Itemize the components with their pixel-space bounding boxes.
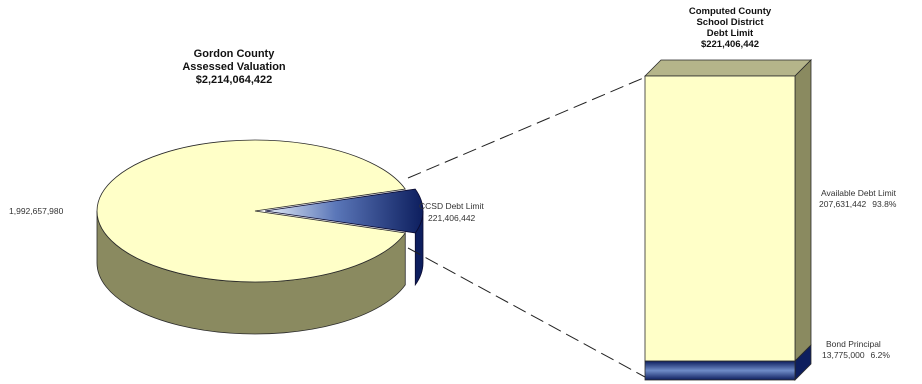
bar-side-face-available <box>794 59 812 363</box>
pie-title-line-1: Gordon County <box>194 48 276 60</box>
bar-segment-bond-principal <box>644 360 796 381</box>
bar-label-bond-value: 13,775,000 6.2% <box>822 350 890 360</box>
bar-label-available-name: Available Debt Limit <box>821 188 897 198</box>
pie-title-line-3: $2,214,064,422 <box>196 74 272 86</box>
bar-label-bond-name: Bond Principal <box>826 339 881 349</box>
pie-slice-debt-limit <box>264 188 424 234</box>
pie-label-debt-limit-value: 221,406,442 <box>428 213 476 223</box>
connector-line-top <box>407 75 649 179</box>
bar-label-available-value: 207,631,442 93.8% <box>819 199 897 209</box>
bar-title-line-3: Debt Limit <box>707 28 754 39</box>
stacked-bar-chart <box>644 59 812 381</box>
bar-segment-available-debt-limit <box>644 75 796 362</box>
pie-label-assessed-value: 1,992,657,980 <box>9 206 64 216</box>
pie-slice-assessed-valuation <box>96 139 406 283</box>
bar-title-line-4: $221,406,442 <box>701 39 759 50</box>
pie-label-debt-limit-name: CCSD Debt Limit <box>419 201 484 211</box>
pie-chart <box>96 139 424 335</box>
bar-top-face <box>644 59 812 77</box>
pie-title-line-2: Assessed Valuation <box>182 61 286 73</box>
bar-title-line-2: School District <box>696 17 764 28</box>
connector-line-bottom <box>407 247 646 378</box>
bar-title-line-1: Computed County <box>689 6 772 17</box>
